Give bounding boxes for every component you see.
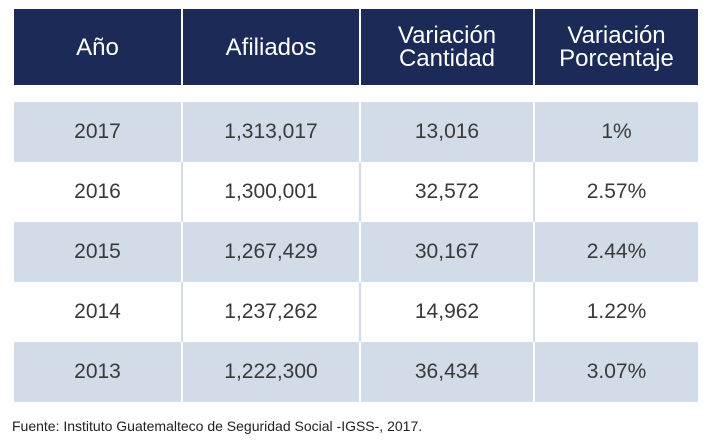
table-row: 2015 1,267,429 30,167 2.44%	[14, 222, 698, 282]
cell-variation-quantity: 32,572	[359, 162, 533, 222]
cell-variation-percentage: 3.07%	[533, 342, 698, 402]
cell-variation-percentage: 2.57%	[533, 162, 698, 222]
table-row: 2013 1,222,300 36,434 3.07%	[14, 342, 698, 402]
cell-year: 2013	[14, 342, 181, 402]
header-variation-percentage: Variación Porcentaje	[533, 9, 698, 85]
source-note: Fuente: Instituto Guatemalteco de Seguri…	[12, 418, 423, 434]
header-affiliates: Afiliados	[181, 9, 359, 85]
cell-variation-quantity: 13,016	[359, 102, 533, 162]
cell-variation-quantity: 14,962	[359, 282, 533, 342]
cell-year: 2017	[14, 102, 181, 162]
affiliates-table: Año Afiliados Variación Cantidad Variaci…	[14, 9, 698, 402]
cell-variation-percentage: 1%	[533, 102, 698, 162]
cell-variation-quantity: 30,167	[359, 222, 533, 282]
header-gap	[14, 85, 698, 102]
header-year: Año	[14, 9, 181, 85]
cell-variation-quantity: 36,434	[359, 342, 533, 402]
header-variation-quantity: Variación Cantidad	[359, 9, 533, 85]
cell-year: 2014	[14, 282, 181, 342]
table-row: 2017 1,313,017 13,016 1%	[14, 102, 698, 162]
cell-affiliates: 1,222,300	[181, 342, 359, 402]
cell-affiliates: 1,267,429	[181, 222, 359, 282]
cell-variation-percentage: 2.44%	[533, 222, 698, 282]
cell-affiliates: 1,300,001	[181, 162, 359, 222]
cell-year: 2015	[14, 222, 181, 282]
cell-affiliates: 1,313,017	[181, 102, 359, 162]
table-header-row: Año Afiliados Variación Cantidad Variaci…	[14, 9, 698, 85]
cell-affiliates: 1,237,262	[181, 282, 359, 342]
table-row: 2016 1,300,001 32,572 2.57%	[14, 162, 698, 222]
table-row: 2014 1,237,262 14,962 1.22%	[14, 282, 698, 342]
cell-year: 2016	[14, 162, 181, 222]
cell-variation-percentage: 1.22%	[533, 282, 698, 342]
